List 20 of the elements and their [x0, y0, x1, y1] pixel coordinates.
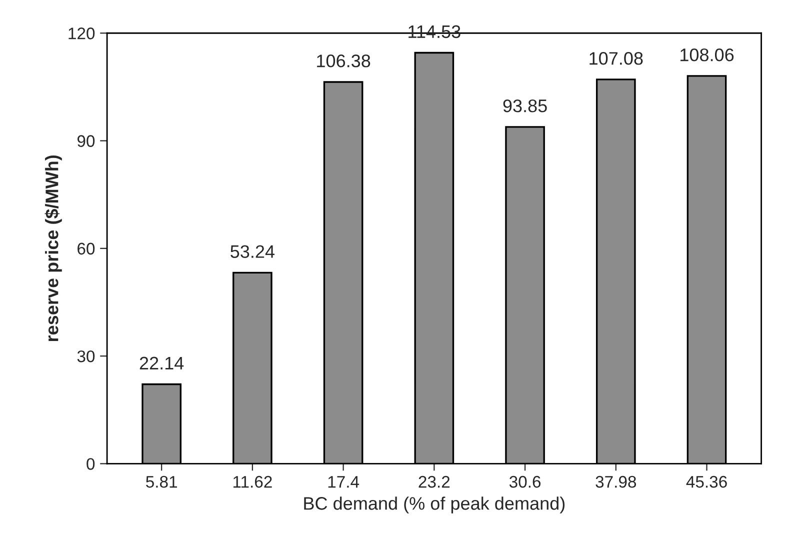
y-tick-label: 30 [77, 350, 95, 362]
x-tick-label: 11.62 [233, 476, 272, 488]
data-label: 22.14 [140, 356, 184, 370]
data-label: 106.38 [317, 54, 370, 68]
data-label: 107.08 [590, 52, 643, 65]
x-axis-title: BC demand (% of peak demand) [304, 496, 565, 514]
y-tick-label: 60 [78, 242, 95, 255]
data-label: 93.85 [503, 99, 547, 112]
x-tick-label: 5.81 [146, 476, 177, 488]
y-tick-label: 90 [77, 135, 95, 147]
x-tick-label: 45.36 [686, 476, 727, 488]
x-tick-label: 23.2 [418, 476, 450, 488]
x-tick-label: 17.4 [328, 476, 360, 488]
y-tick-label: 120 [68, 28, 95, 40]
x-tick-label: 37.98 [596, 476, 636, 488]
y-axis-title: reserve price ($/MWh) [44, 155, 62, 342]
x-tick-label: 30.6 [509, 476, 541, 488]
data-label: 53.24 [230, 245, 275, 258]
data-label: 108.06 [680, 48, 734, 62]
y-tick-label: 0 [86, 458, 95, 470]
